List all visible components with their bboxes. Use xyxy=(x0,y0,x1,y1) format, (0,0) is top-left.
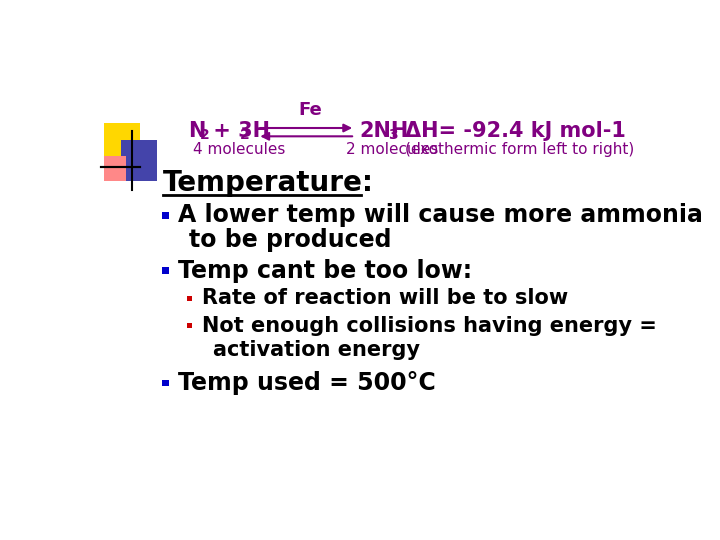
Text: Temperature:: Temperature: xyxy=(163,170,374,197)
Text: Not enough collisions having energy =: Not enough collisions having energy = xyxy=(202,316,657,336)
Text: N: N xyxy=(188,122,205,141)
Text: 3: 3 xyxy=(389,129,398,143)
Text: (exothermic form left to right): (exothermic form left to right) xyxy=(405,141,634,157)
Bar xyxy=(104,156,126,181)
Text: 2NH: 2NH xyxy=(359,122,408,141)
Text: Fe: Fe xyxy=(299,100,323,119)
Text: Temp cant be too low:: Temp cant be too low: xyxy=(178,259,472,282)
Text: A lower temp will cause more ammonia: A lower temp will cause more ammonia xyxy=(178,204,703,227)
Bar xyxy=(186,296,192,301)
Text: 2 molecules: 2 molecules xyxy=(346,141,438,157)
Text: ΔH= -92.4 kJ mol-1: ΔH= -92.4 kJ mol-1 xyxy=(405,122,626,141)
Text: 2: 2 xyxy=(200,129,210,143)
Text: 2: 2 xyxy=(240,129,249,143)
Text: to be produced: to be produced xyxy=(189,228,392,252)
Bar xyxy=(162,267,168,274)
Bar xyxy=(104,123,140,165)
Bar xyxy=(121,140,157,181)
Text: activation energy: activation energy xyxy=(213,340,420,360)
Bar xyxy=(186,323,192,328)
Text: + 3H: + 3H xyxy=(205,122,269,141)
Bar xyxy=(162,212,168,219)
Text: 4 molecules: 4 molecules xyxy=(193,141,286,157)
Text: Rate of reaction will be to slow: Rate of reaction will be to slow xyxy=(202,288,568,308)
Text: Temp used = 500°C: Temp used = 500°C xyxy=(178,371,436,395)
Bar xyxy=(162,380,168,386)
